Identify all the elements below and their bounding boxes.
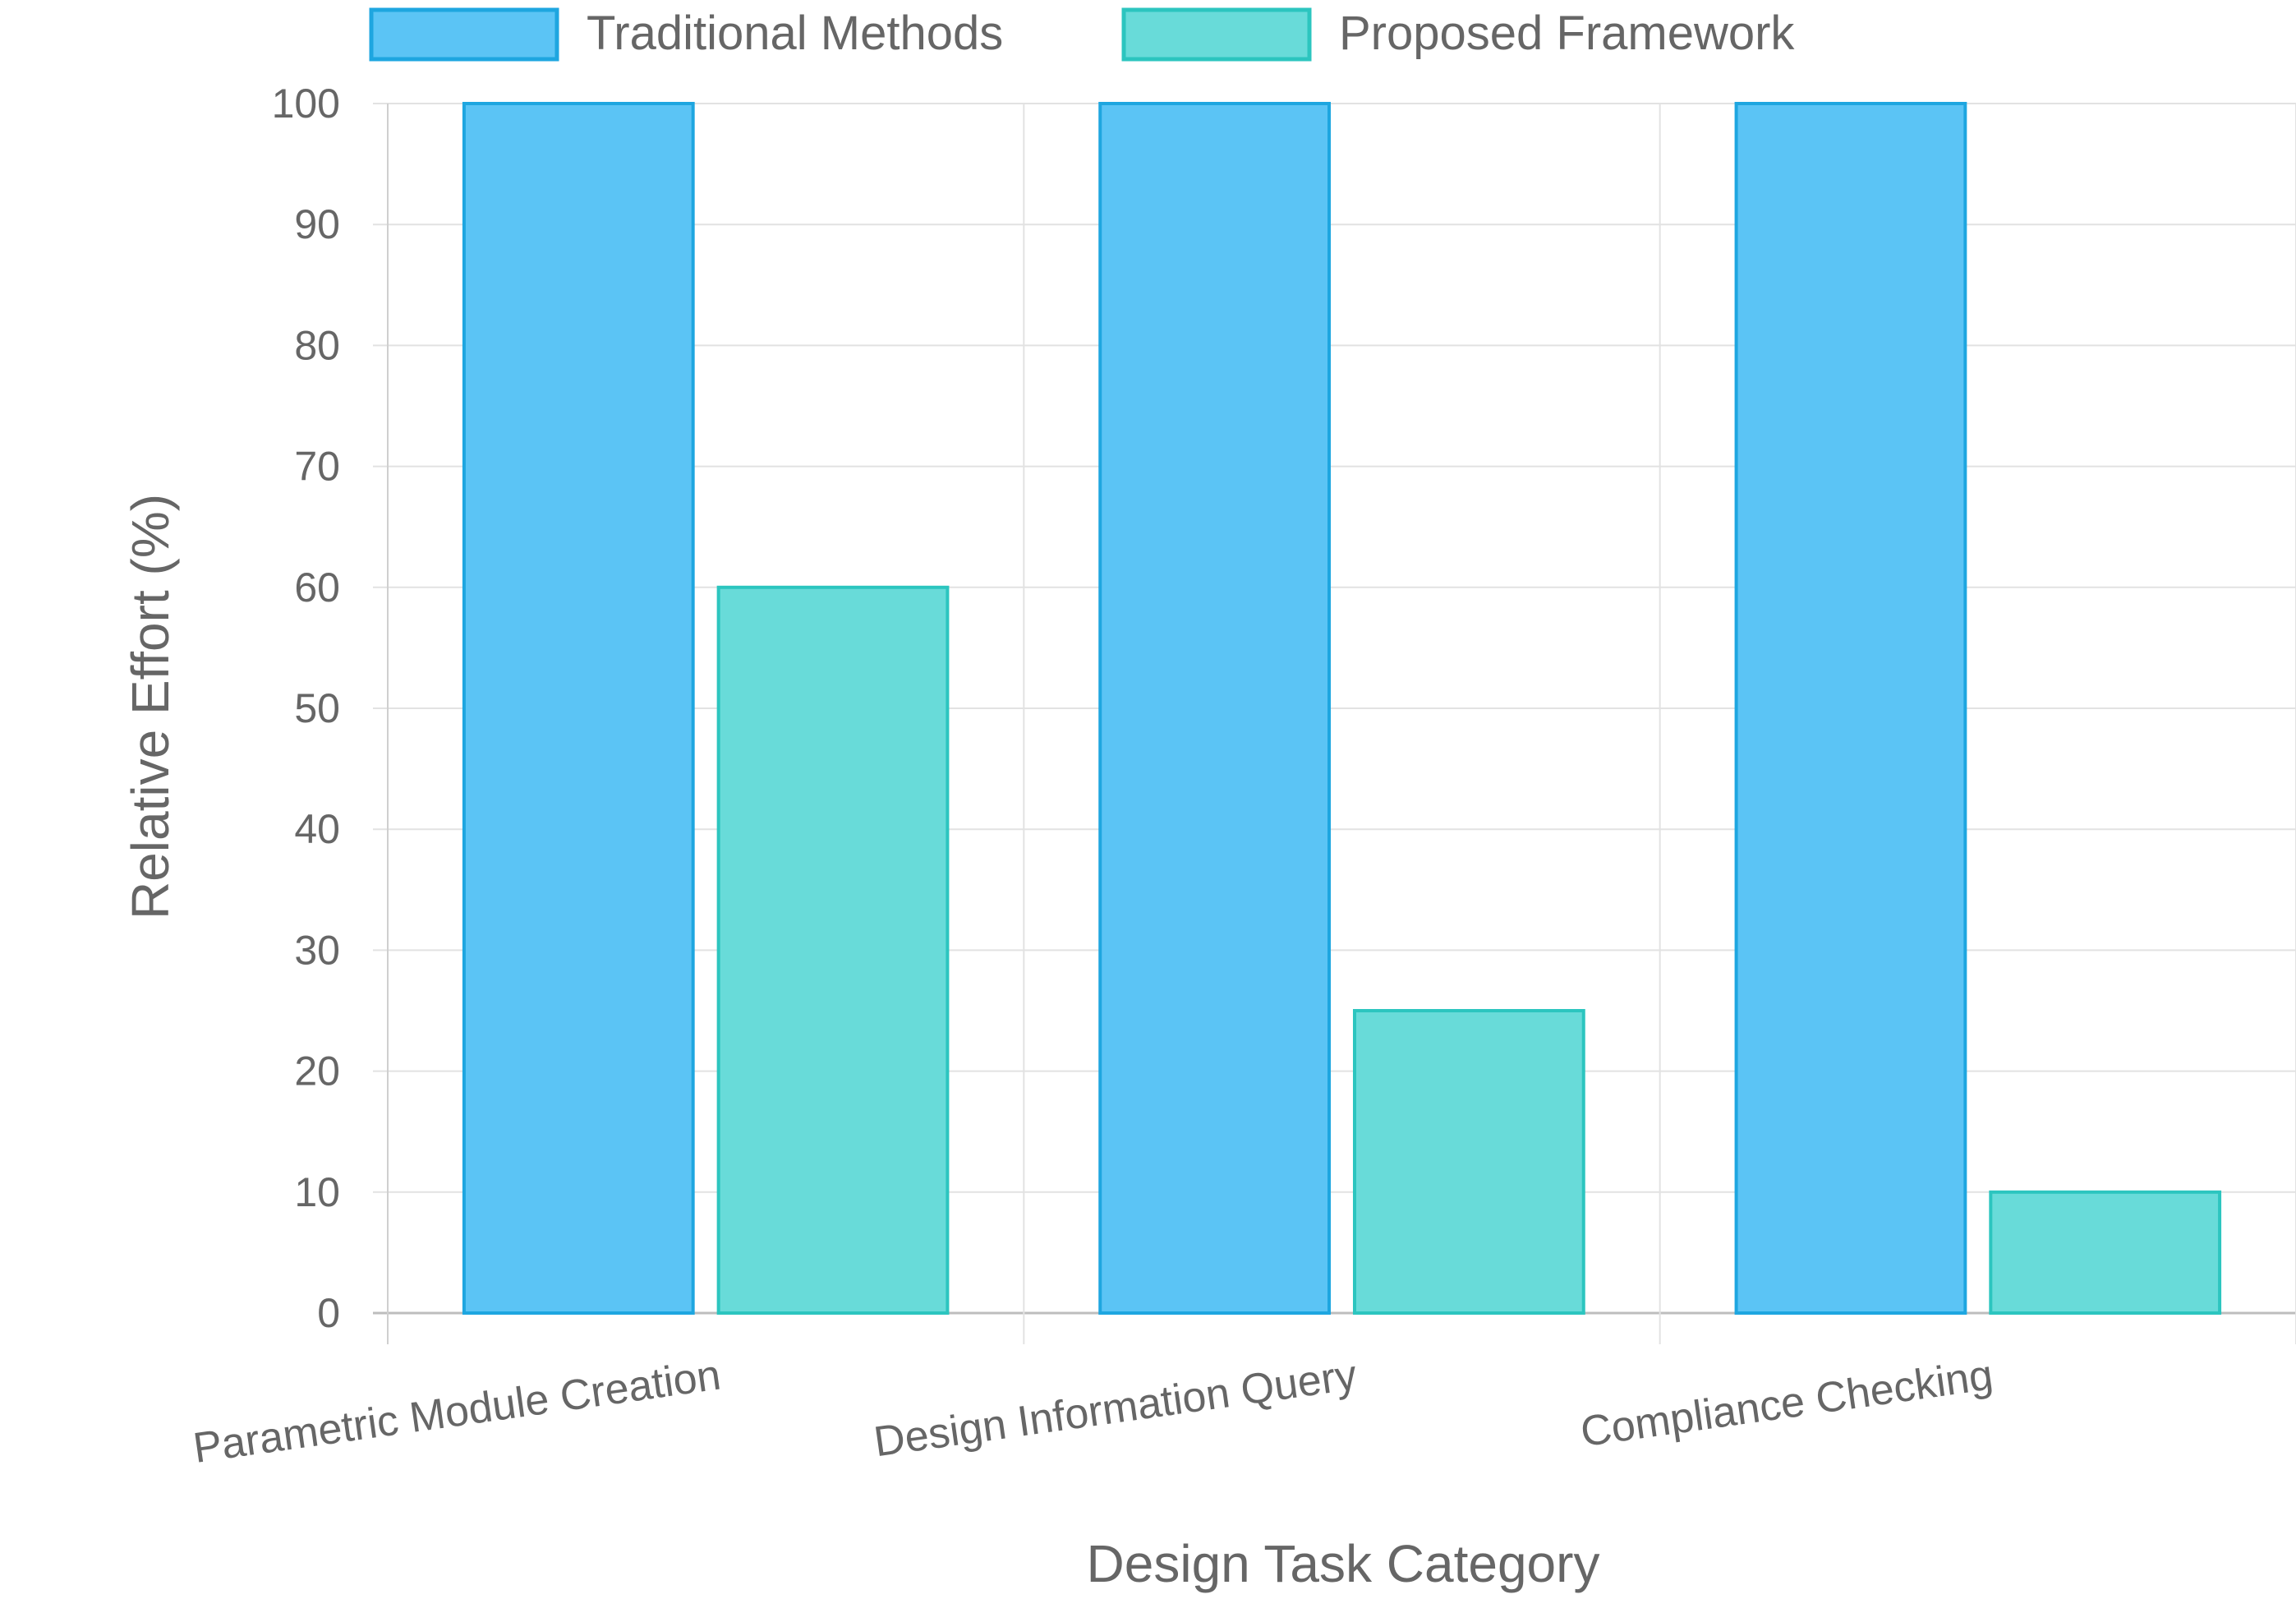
y-axis-ticks: 0 10 20 30 40 50 60 70 80 90 100	[272, 81, 340, 1336]
bar-traditional-2	[1734, 102, 1967, 1315]
legend: Traditional Methods Proposed Framework	[369, 7, 1795, 62]
x-tick-label: Compliance Checking	[1578, 1351, 1996, 1456]
bar-proposed-0	[716, 585, 950, 1315]
bar-traditional-1	[1098, 102, 1332, 1315]
y-tick-label: 30	[294, 927, 340, 973]
y-tick-label: 70	[294, 444, 340, 490]
x-tick-label: Design Information Query	[871, 1351, 1360, 1466]
y-tick-label: 80	[294, 322, 340, 368]
x-axis-title: Design Task Category	[1087, 1534, 1600, 1593]
legend-swatch-proposed	[1121, 7, 1312, 62]
y-tick-label: 10	[294, 1169, 340, 1215]
x-axis-ticks: Parametric Module Creation Design Informa…	[191, 1351, 1996, 1472]
x-tick-label: Parametric Module Creation	[191, 1351, 724, 1472]
legend-swatch-traditional	[369, 7, 559, 62]
y-tick-label: 100	[272, 81, 340, 127]
y-tick-label: 0	[317, 1290, 340, 1336]
y-tick-label: 40	[294, 806, 340, 852]
legend-label-proposed: Proposed Framework	[1339, 7, 1795, 60]
legend-label-traditional: Traditional Methods	[587, 7, 1003, 60]
bars	[462, 102, 2222, 1316]
bar-traditional-0	[462, 102, 695, 1315]
y-tick-label: 20	[294, 1048, 340, 1094]
y-axis-title: Relative Effort (%)	[121, 494, 180, 919]
bar-proposed-2	[1989, 1190, 2222, 1316]
y-tick-label: 50	[294, 685, 340, 731]
y-tick-label: 60	[294, 564, 340, 611]
bar-proposed-1	[1352, 1009, 1585, 1315]
y-tick-label: 90	[294, 201, 340, 247]
